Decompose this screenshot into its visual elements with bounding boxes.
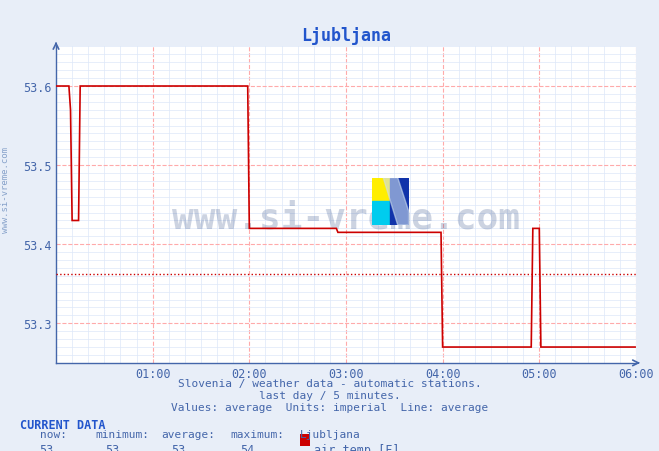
Text: maximum:: maximum: — [231, 429, 285, 439]
Text: www.si-vreme.com: www.si-vreme.com — [1, 147, 10, 232]
Text: Values: average  Units: imperial  Line: average: Values: average Units: imperial Line: av… — [171, 402, 488, 412]
Text: www.si-vreme.com: www.si-vreme.com — [172, 201, 520, 235]
Text: CURRENT DATA: CURRENT DATA — [20, 419, 105, 432]
Text: Slovenia / weather data - automatic stations.: Slovenia / weather data - automatic stat… — [178, 378, 481, 388]
Text: 53: 53 — [171, 443, 186, 451]
Text: 54: 54 — [241, 443, 255, 451]
Text: now:: now: — [40, 429, 67, 439]
Text: last day / 5 minutes.: last day / 5 minutes. — [258, 390, 401, 400]
Polygon shape — [383, 178, 409, 226]
Polygon shape — [390, 178, 409, 226]
Text: average:: average: — [161, 429, 215, 439]
Text: air temp.[F]: air temp.[F] — [314, 443, 399, 451]
Polygon shape — [372, 202, 390, 226]
Text: 53: 53 — [105, 443, 120, 451]
Text: minimum:: minimum: — [96, 429, 150, 439]
Title: Ljubljana: Ljubljana — [301, 27, 391, 44]
Bar — [372, 178, 390, 202]
Text: Ljubljana: Ljubljana — [300, 429, 360, 439]
Text: 53: 53 — [40, 443, 54, 451]
